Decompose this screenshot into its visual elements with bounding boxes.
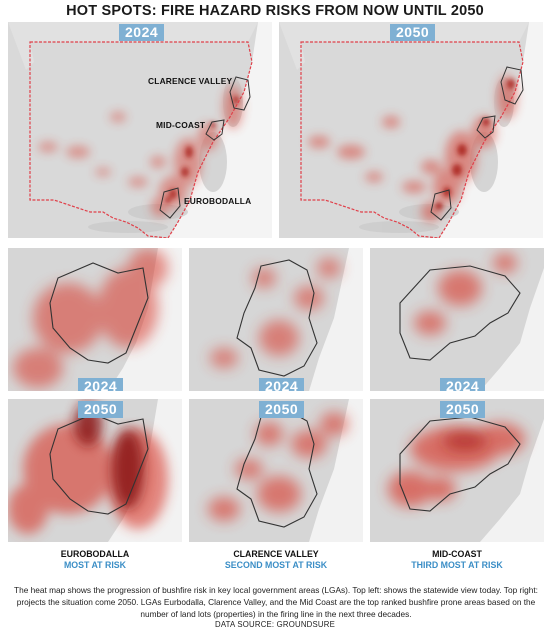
mid-coast-caption: MID-COAST THIRD MOST AT RISK — [370, 549, 544, 571]
eurobodalla-map-2050-graphic — [8, 399, 182, 542]
clarence-valley-year-2024: 2024 — [259, 378, 305, 391]
label-eurobodalla: EUROBODALLA — [184, 196, 252, 206]
mid-coast-year-2024: 2024 — [440, 378, 486, 391]
clarence-valley-rank: SECOND MOST AT RISK — [224, 560, 328, 570]
statewide-map-2024-graphic — [8, 22, 272, 238]
label-mid-coast: MID-COAST — [156, 120, 206, 130]
clarence-valley-map-2024-graphic — [189, 248, 363, 391]
eurobodalla-caption: EUROBODALLA MOST AT RISK — [8, 549, 182, 571]
eurobodalla-rank: MOST AT RISK — [63, 560, 127, 570]
eurobodalla-map-2024-graphic — [8, 248, 182, 391]
clarence-valley-map-2024: 2024 — [189, 248, 363, 391]
page-title: HOT SPOTS: FIRE HAZARD RISKS FROM NOW UN… — [66, 3, 484, 19]
year-tag-2050: 2050 — [390, 24, 436, 41]
statewide-map-2050: 2050 — [279, 22, 543, 238]
clarence-valley-map-2050-graphic — [189, 399, 363, 542]
statewide-map-2050-graphic — [279, 22, 543, 238]
mid-coast-name: MID-COAST — [432, 549, 482, 559]
clarence-valley-map-2050: 2050 — [189, 399, 363, 542]
mid-coast-map-2024: 2024 — [370, 248, 544, 391]
clarence-valley-year-2050: 2050 — [259, 401, 305, 418]
clarence-valley-caption: CLARENCE VALLEY SECOND MOST AT RISK — [189, 549, 363, 571]
eurobodalla-year-2050: 2050 — [78, 401, 124, 418]
eurobodalla-name: EUROBODALLA — [60, 549, 130, 559]
mid-coast-map-2024-graphic — [370, 248, 544, 391]
mid-coast-rank: THIRD MOST AT RISK — [411, 560, 503, 570]
mid-coast-year-2050: 2050 — [440, 401, 486, 418]
statewide-map-2024: 2024 CLARENCE VALLEY MID-COAST EUROBODAL… — [8, 22, 272, 238]
data-source: DATA SOURCE: GROUNDSURE — [215, 620, 335, 629]
mid-coast-map-2050-graphic — [370, 399, 544, 542]
description-caption: The heat map shows the progression of bu… — [14, 585, 538, 619]
mid-coast-map-2050: 2050 — [370, 399, 544, 542]
label-clarence-valley: CLARENCE VALLEY — [148, 76, 233, 86]
eurobodalla-map-2024: 2024 — [8, 248, 182, 391]
eurobodalla-year-2024: 2024 — [78, 378, 124, 391]
eurobodalla-map-2050: 2050 — [8, 399, 182, 542]
clarence-valley-name: CLARENCE VALLEY — [233, 549, 319, 559]
year-tag-2024: 2024 — [119, 24, 165, 41]
